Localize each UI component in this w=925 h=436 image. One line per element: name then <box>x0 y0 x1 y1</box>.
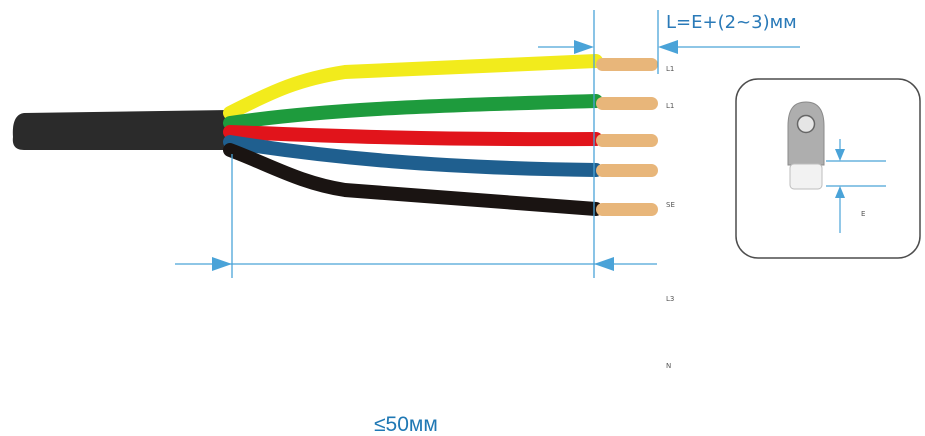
terminal-dimension-label: E <box>861 210 865 218</box>
ring-terminal-hole <box>796 114 816 134</box>
wire-yellow <box>223 54 603 120</box>
side-label-se: SE <box>666 201 675 209</box>
dimension-arrowheads <box>212 40 678 271</box>
side-label-n: N <box>666 362 671 370</box>
ring-terminal-icon <box>787 101 825 166</box>
terminal-copper-end <box>789 163 823 190</box>
side-label-l1-second: L1 <box>666 102 674 110</box>
top-arrowhead-right <box>658 40 678 54</box>
cable-assembly <box>12 54 658 216</box>
terminal-arrowhead-up <box>835 186 845 198</box>
wire-blue <box>223 135 603 177</box>
bottom-arrowhead-left <box>212 257 232 271</box>
top-arrowhead-left <box>574 40 594 54</box>
dimension-guides <box>175 10 800 278</box>
terminal-arrowhead-down <box>835 149 845 161</box>
wire-red <box>223 125 603 147</box>
terminal-panel-frame <box>735 78 921 259</box>
terminal-detail-panel: E <box>735 78 921 259</box>
wire-green <box>223 94 603 130</box>
copper-end-blue <box>596 164 658 177</box>
side-label-l3: L3 <box>666 295 674 303</box>
wire-black <box>223 143 603 216</box>
copper-end-red <box>596 134 658 147</box>
length-limit-label: ≤50мм <box>374 413 438 436</box>
side-label-l1-top: L1 <box>666 65 674 73</box>
cable-jacket <box>12 110 232 150</box>
copper-end-yellow <box>596 58 658 71</box>
copper-end-black <box>596 203 658 216</box>
copper-end-green <box>596 97 658 110</box>
bottom-arrowhead-right <box>594 257 614 271</box>
formula-label: L=E+(2~3)мм <box>666 12 797 33</box>
